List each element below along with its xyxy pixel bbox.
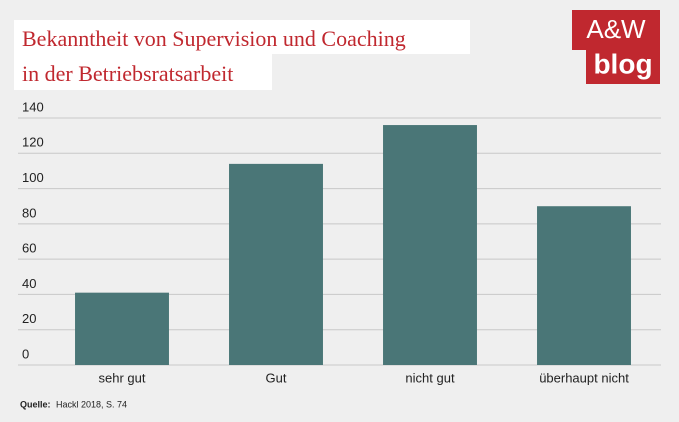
- source: Hackl 2018, S. 74: [56, 399, 127, 409]
- logo-box: [572, 10, 660, 50]
- logo: A&W: [586, 14, 646, 44]
- bar: [383, 125, 477, 365]
- y-tick-label: 60: [22, 241, 36, 256]
- chart-title: in der Betriebsratsarbeit: [22, 61, 233, 86]
- bar: [537, 206, 631, 365]
- y-tick-label: 40: [22, 276, 36, 291]
- logo-box: [586, 48, 660, 84]
- x-tick-label: Gut: [266, 370, 287, 385]
- x-tick-label: sehr gut: [99, 370, 146, 385]
- y-tick-label: 20: [22, 311, 36, 326]
- title-box: [14, 54, 272, 90]
- title-box: [14, 20, 470, 54]
- y-tick-label: 0: [22, 346, 29, 361]
- y-tick-label: 120: [22, 135, 44, 150]
- source-label: Quelle:: [20, 399, 51, 409]
- chart-title: Bekanntheit von Supervision und Coaching: [22, 26, 406, 51]
- x-tick-label: nicht gut: [405, 370, 455, 385]
- bar: [75, 292, 169, 365]
- bar: [229, 163, 323, 365]
- y-tick-label: 100: [22, 170, 44, 185]
- y-tick-label: 80: [22, 205, 36, 220]
- y-tick-label: 140: [22, 99, 44, 114]
- logo: blog: [593, 48, 652, 79]
- x-tick-label: überhaupt nicht: [539, 370, 629, 385]
